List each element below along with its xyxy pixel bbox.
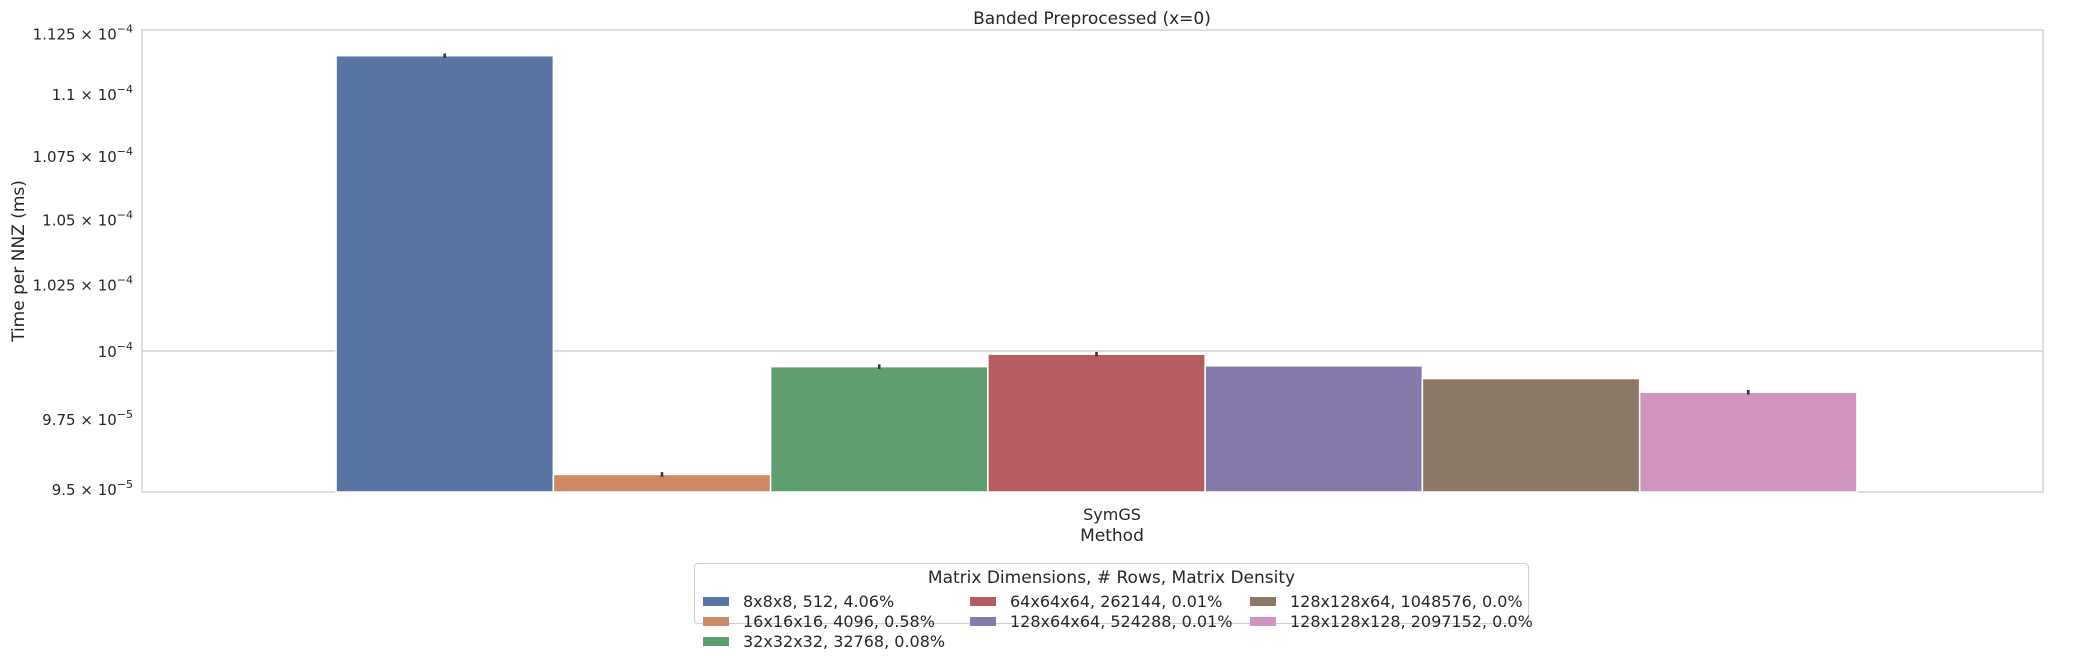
bar [1204, 365, 1424, 493]
legend-title: Matrix Dimensions, # Rows, Matrix Densit… [927, 568, 1296, 588]
legend-swatch [703, 617, 729, 626]
x-axis-label: Method [1080, 526, 1144, 546]
legend-label: 8x8x8, 512, 4.06% [743, 592, 895, 611]
legend-swatch [1250, 597, 1276, 606]
bar [1421, 377, 1641, 493]
legend-swatch [703, 597, 729, 606]
bar [769, 365, 989, 493]
y-tick-label: 1.125 × 10−4 [33, 23, 133, 44]
x-tick-label: SymGS [1083, 505, 1141, 524]
bar [1638, 391, 1858, 493]
y-axis-label: Time per NNZ (ms) [9, 180, 29, 343]
legend-swatch [970, 597, 996, 606]
legend-label: 128x128x64, 1048576, 0.0% [1290, 592, 1523, 611]
legend-label: 128x128x128, 2097152, 0.0% [1290, 612, 1533, 631]
legend-swatch [1250, 617, 1276, 626]
legend-label: 64x64x64, 262144, 0.01% [1010, 592, 1223, 611]
y-tick-label: 9.75 × 10−5 [42, 408, 133, 429]
y-tick-label: 10−4 [98, 340, 133, 361]
legend-swatch [970, 617, 996, 626]
y-tick-label: 1.1 × 10−4 [52, 83, 133, 104]
legend-label: 32x32x32, 32768, 0.08% [743, 632, 946, 651]
bar [987, 353, 1206, 493]
y-tick-label: 1.075 × 10−4 [33, 145, 133, 166]
legend-label: 128x64x64, 524288, 0.01% [1010, 612, 1233, 631]
chart-title: Banded Preprocessed (x=0) [973, 9, 1211, 29]
bar [552, 473, 772, 493]
legend-label: 16x16x16, 4096, 0.58% [743, 612, 935, 631]
y-tick-label: 1.05 × 10−4 [42, 208, 133, 229]
chart: 9.5 × 10−5 9.75 × 10−5 10−4 1.025 × 10−4 1.0… [9, 9, 2044, 546]
bar [335, 54, 555, 493]
y-tick-labels: 9.5 × 10−5 9.75 × 10−5 10−4 1.025 × 10−4 1.0… [33, 23, 133, 500]
y-tick-label: 1.025 × 10−4 [33, 273, 133, 294]
bars [335, 53, 1858, 493]
legend-swatch [703, 637, 729, 646]
legend: Matrix Dimensions, # Rows, Matrix Densit… [694, 563, 1533, 651]
y-tick-label: 9.5 × 10−5 [52, 478, 133, 499]
